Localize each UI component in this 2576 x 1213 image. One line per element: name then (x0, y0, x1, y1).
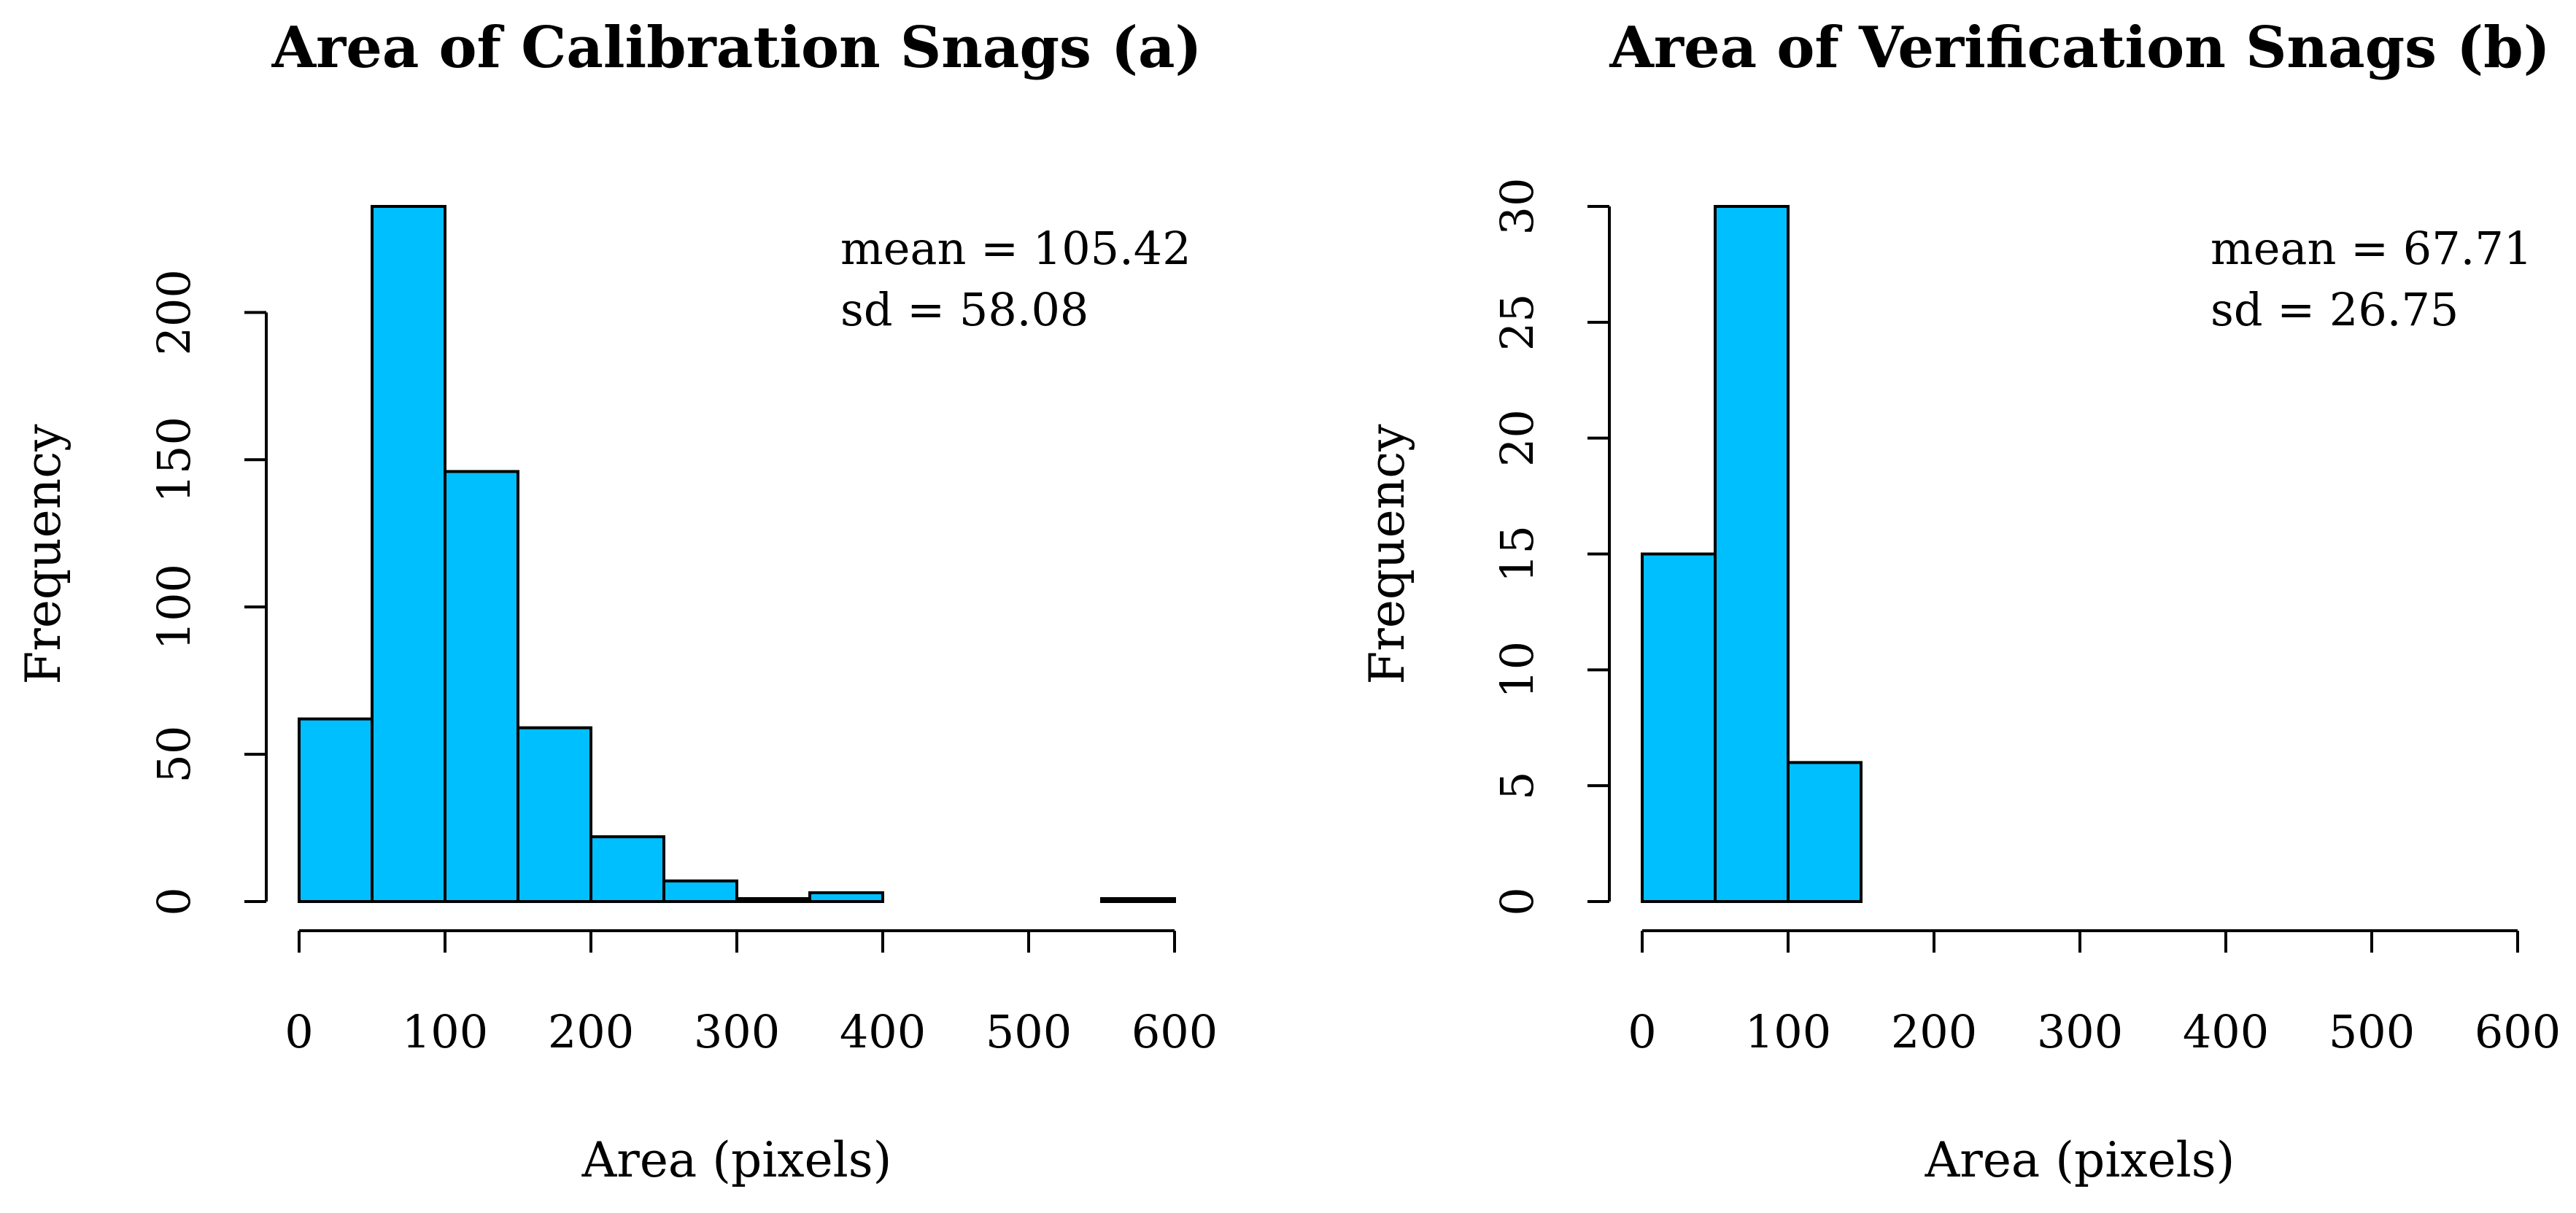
y-axis-label: Frequency (15, 424, 71, 685)
verification-histogram-panel: Area of Verification Snags (b) Frequency… (1359, 15, 2561, 1188)
histogram-bar-2 (1787, 761, 1863, 904)
y-tick-label-4: 200 (147, 269, 201, 355)
x-tick-label-2: 200 (548, 1005, 634, 1058)
y-axis: 0 50 100 150 200 (147, 269, 268, 916)
x-tick-label-0: 0 (1628, 1005, 1656, 1058)
x-tick-label-4: 400 (2183, 1005, 2269, 1058)
histogram-bar-1 (371, 205, 446, 903)
mean-annotation: mean = 67.71 (2211, 222, 2532, 275)
y-tick-label-1: 50 (147, 726, 201, 783)
y-axis-label: Frequency (1359, 424, 1415, 685)
histogram-bar-3 (517, 726, 592, 903)
histogram-bar-7 (808, 891, 884, 904)
y-tick-label-1: 5 (1490, 771, 1544, 799)
histogram-bar-5 (662, 879, 738, 903)
sd-annotation: sd = 58.08 (840, 283, 1088, 336)
histogram-bar-6 (735, 896, 811, 904)
x-tick-label-5: 500 (2329, 1005, 2415, 1058)
x-axis-label: Area (pixels) (581, 1132, 892, 1188)
sd-annotation: sd = 26.75 (2211, 283, 2459, 336)
chart-title: Area of Verification Snags (b) (1609, 15, 2550, 81)
bars (1641, 205, 1863, 904)
x-tick-label-2: 200 (1891, 1005, 1977, 1058)
y-tick-label-6: 30 (1490, 178, 1544, 236)
histogram-bar-0 (1641, 552, 1717, 903)
y-tick-label-2: 10 (1490, 641, 1544, 699)
y-tick-label-0: 0 (147, 887, 201, 915)
y-axis: 0 5 10 15 20 25 30 (1490, 178, 1611, 916)
x-tick-label-1: 100 (402, 1005, 488, 1058)
histogram-bar-11 (1100, 896, 1176, 904)
histogram-bar-1 (1714, 205, 1790, 903)
x-axis-label: Area (pixels) (1925, 1132, 2235, 1188)
x-tick-label-4: 400 (840, 1005, 926, 1058)
y-tick-label-5: 25 (1490, 293, 1544, 351)
y-tick-label-2: 100 (147, 564, 201, 650)
y-tick-label-3: 150 (147, 416, 201, 503)
histogram-bar-4 (589, 835, 665, 903)
bars (298, 205, 1176, 904)
histogram-bar-0 (298, 717, 374, 904)
y-tick-label-0: 0 (1490, 887, 1544, 915)
y-tick-label-3: 15 (1490, 525, 1544, 583)
x-tick-label-6: 600 (2475, 1005, 2561, 1058)
calibration-histogram-panel: Area of Calibration Snags (a) Frequency … (15, 15, 1218, 1188)
x-tick-label-0: 0 (285, 1005, 313, 1058)
x-tick-label-3: 300 (2037, 1005, 2123, 1058)
x-tick-label-1: 100 (1745, 1005, 1831, 1058)
mean-annotation: mean = 105.42 (840, 222, 1191, 275)
x-axis: 0 100 200 300 400 500 600 (1628, 929, 2561, 1058)
x-tick-label-5: 500 (986, 1005, 1072, 1058)
chart-title: Area of Calibration Snags (a) (271, 15, 1202, 81)
x-tick-label-6: 600 (1132, 1005, 1218, 1058)
x-axis: 0 100 200 300 400 500 600 (285, 929, 1218, 1058)
histogram-bar-2 (444, 470, 519, 903)
x-tick-label-3: 300 (694, 1005, 780, 1058)
y-tick-label-4: 20 (1490, 409, 1544, 467)
